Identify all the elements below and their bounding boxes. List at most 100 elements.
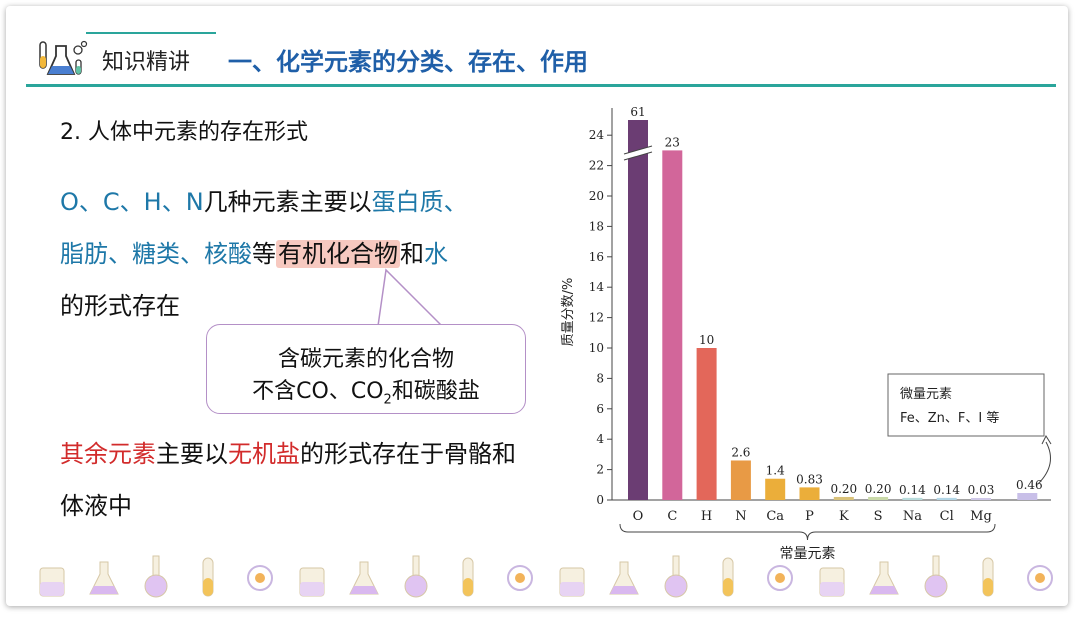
data-label: 0.14 [899, 483, 926, 497]
molecule-icon [869, 561, 899, 595]
text-span: 和 [400, 240, 424, 268]
funnel-icon [819, 567, 845, 597]
callout-text-b: 和碳酸盐 [391, 379, 480, 404]
section-label: 知识精讲 [102, 50, 191, 75]
x-tick-label: Na [903, 509, 922, 524]
axis-break-line [623, 145, 653, 155]
bar-P [799, 487, 820, 500]
x-tick-label: C [667, 509, 677, 524]
round-flask-icon [89, 561, 119, 595]
slide: 知识精讲 一、化学元素的分类、存在、作用 2. 人体中元素的存在形式 O、C、H… [6, 6, 1068, 606]
y-tick-label: 8 [596, 371, 604, 385]
trace-pointer-arrow [1037, 441, 1051, 485]
data-label: 61 [630, 105, 645, 119]
y-tick-label: 20 [589, 189, 604, 203]
decorative-lab-icons [39, 555, 1053, 598]
data-label: 1.4 [766, 464, 785, 478]
atom-icon [924, 555, 948, 598]
boiling-flask-icon [202, 557, 214, 597]
text-span: 的形式存在 [60, 292, 180, 320]
x-tick-label: S [874, 509, 883, 524]
trace-box-title: 微量元素 [900, 387, 952, 402]
callout-line-1: 含碳元素的化合物 [277, 347, 454, 372]
data-label: 0.20 [830, 482, 857, 496]
y-tick-label: 16 [589, 250, 604, 264]
element-mass-fraction-chart: 024681012141618202224质量分数/%61O23C10H2.6N… [561, 105, 1052, 562]
term-fats-sugars-nucleic: 脂肪、糖类、核酸 [60, 240, 252, 268]
text-span: 等 [252, 240, 276, 268]
reagent-bottle-icon [349, 561, 379, 595]
bar-O [628, 120, 648, 500]
data-label: 10 [699, 333, 714, 347]
x-tick-label: Mg [970, 509, 992, 524]
header-underline [26, 84, 1056, 87]
microscope-icon [722, 557, 734, 597]
x-axis-label: 常量元素 [780, 546, 836, 562]
trace-element-box [887, 373, 1045, 437]
term-water: 水 [424, 240, 448, 268]
tripod-icon [664, 555, 688, 598]
header-top-line [86, 32, 216, 34]
bar-S [868, 496, 889, 500]
data-label: 0.20 [865, 482, 892, 496]
bar-N [730, 460, 751, 500]
x-tick-label: O [633, 509, 644, 524]
inorganic-elements-paragraph: 其余元素主要以无机盐的形式存在于骨骼和体液中 [60, 428, 530, 532]
sphere-model-icon [1027, 565, 1053, 591]
data-label: 0.03 [968, 483, 995, 497]
y-axis-label: 质量分数/% [561, 278, 576, 347]
lab-flasks-icon [39, 40, 88, 75]
callout-line-2: 不含CO、CO2和碳酸盐 [207, 373, 525, 407]
subheading: 2. 人体中元素的存在形式 [60, 120, 308, 145]
organic-elements-paragraph: O、C、H、N几种元素主要以蛋白质、 脂肪、糖类、核酸等有机化合物和水 的形式存… [60, 176, 530, 332]
callout-text-a: 不含CO、CO [252, 379, 384, 404]
bar-trace [1017, 493, 1038, 500]
trace-pointer-arrowhead [1041, 434, 1052, 445]
data-label: 0.14 [933, 483, 960, 497]
text-span: 主要以 [156, 440, 228, 468]
slide-header: 知识精讲 一、化学元素的分类、存在、作用 [6, 26, 1068, 88]
bar-H [696, 348, 717, 500]
axis-break-line [623, 151, 653, 161]
text-span: 的形式存在于骨骼和体液中 [60, 440, 516, 520]
iron-stand-icon [559, 567, 585, 597]
x-tick-label: H [701, 509, 712, 524]
bar-Ca [765, 478, 786, 500]
y-tick-label: 10 [589, 341, 604, 355]
macro-element-brace [619, 523, 996, 541]
beaker-stir-icon [609, 561, 639, 595]
graduated-cylinder-icon [404, 555, 428, 598]
data-label: 0.83 [796, 472, 823, 486]
bar-C [662, 150, 683, 500]
bar-K [833, 496, 854, 500]
dropper-icon [767, 565, 793, 591]
x-tick-label: Cl [940, 509, 954, 524]
x-tick-label: Ca [766, 509, 784, 524]
y-tick-label: 6 [596, 402, 604, 416]
y-tick-label: 0 [596, 493, 604, 507]
cohn-elements: O、C、H、N [60, 188, 204, 216]
alcohol-lamp-icon [462, 557, 474, 597]
y-tick-label: 4 [596, 432, 604, 446]
other-elements-term: 其余元素 [60, 440, 156, 468]
bar-Na [902, 497, 923, 500]
y-tick-label: 14 [589, 280, 605, 294]
inorganic-salt-term: 无机盐 [228, 440, 300, 468]
bar-Mg [971, 498, 991, 500]
trace-box-list: Fe、Zn、F、I 等 [900, 410, 999, 426]
hexagon-structure-icon [982, 557, 994, 597]
text-span: 几种元素主要以 [203, 188, 372, 216]
data-label: 0.46 [1016, 478, 1043, 492]
page-title: 一、化学元素的分类、存在、作用 [228, 48, 588, 76]
callout-pointer [377, 268, 443, 327]
organic-definition-callout: 含碳元素的化合物 不含CO、CO2和碳酸盐 [206, 324, 526, 414]
y-tick-label: 22 [589, 159, 604, 173]
y-tick-label: 12 [589, 311, 604, 325]
data-label: 23 [665, 135, 680, 149]
y-tick-label: 2 [596, 463, 604, 477]
organic-compound-highlight: 有机化合物 [276, 240, 400, 268]
y-tick-label: 24 [589, 128, 605, 142]
term-protein: 蛋白质、 [371, 188, 468, 216]
x-tick-label: N [735, 509, 746, 524]
conical-flask-icon [299, 567, 325, 597]
